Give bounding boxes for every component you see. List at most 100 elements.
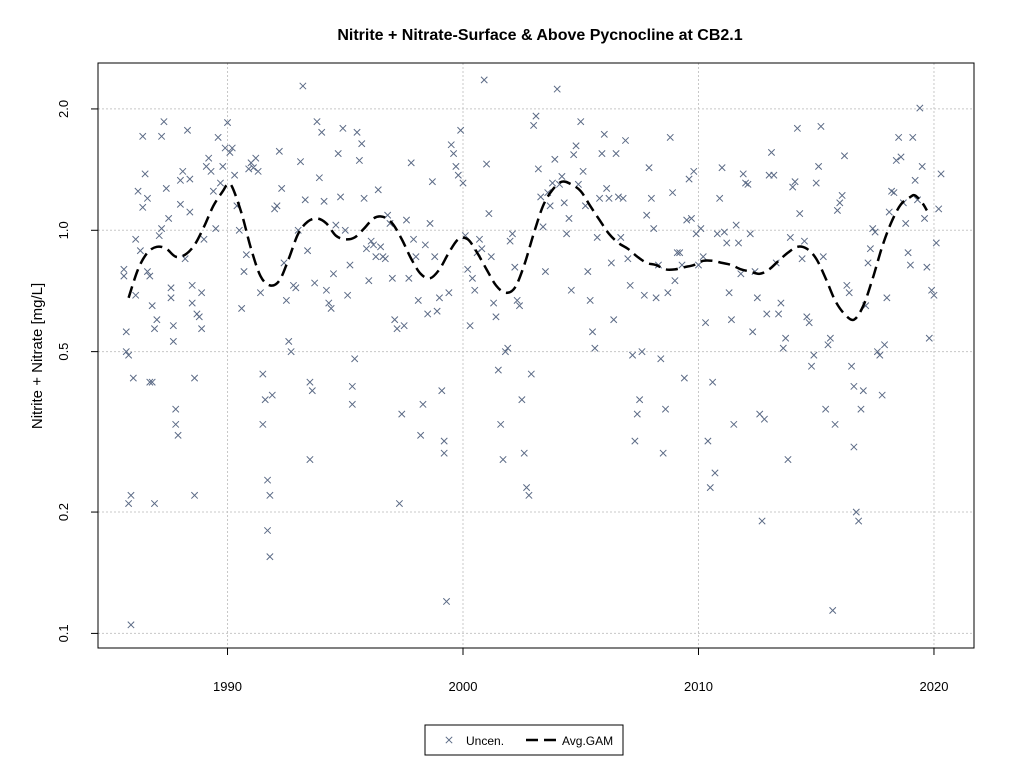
data-point [325, 299, 333, 307]
data-point [440, 437, 448, 445]
data-point [454, 171, 462, 179]
data-point [791, 178, 799, 186]
data-point [614, 193, 622, 201]
data-point [468, 274, 476, 282]
data-point [525, 491, 533, 499]
data-point [162, 184, 170, 192]
data-point [181, 255, 189, 263]
data-point [652, 294, 660, 302]
data-point [226, 148, 234, 156]
data-point [490, 299, 498, 307]
data-point [850, 443, 858, 451]
data-point [513, 296, 521, 304]
data-point [666, 133, 674, 141]
y-tick-label: 1.0 [56, 221, 71, 239]
data-point [273, 202, 281, 210]
data-point [320, 197, 328, 205]
data-point [596, 194, 604, 202]
data-point [574, 180, 582, 188]
data-point [530, 121, 538, 129]
data-point [165, 214, 173, 222]
data-point [464, 265, 472, 273]
data-point [633, 410, 641, 418]
data-point [678, 261, 686, 269]
data-point [847, 362, 856, 370]
data-point [873, 348, 882, 356]
data-point [198, 289, 206, 297]
data-point [452, 162, 460, 170]
data-point [367, 237, 375, 245]
data-point [223, 119, 232, 127]
data-point [588, 328, 597, 336]
data-point [377, 243, 385, 251]
data-point [869, 224, 877, 233]
data-point [212, 224, 220, 233]
data-point [285, 337, 293, 345]
data-point [744, 180, 752, 188]
data-point [817, 122, 825, 130]
data-point [205, 154, 213, 162]
data-point [313, 118, 321, 126]
data-point [541, 267, 549, 276]
data-point [742, 179, 750, 187]
data-point [565, 214, 573, 222]
data-point [833, 206, 841, 214]
data-point [636, 396, 644, 404]
data-point [388, 274, 396, 282]
data-point [409, 235, 418, 243]
data-point [577, 118, 585, 126]
data-point [169, 322, 177, 330]
data-point [553, 85, 561, 93]
data-point [332, 221, 340, 229]
data-point [725, 289, 733, 297]
data-point [150, 325, 159, 333]
data-point [746, 230, 754, 238]
data-point [716, 194, 724, 202]
data-point [141, 170, 149, 178]
data-point [254, 167, 262, 175]
data-point [327, 304, 335, 312]
data-point [176, 176, 184, 184]
data-point [475, 235, 484, 243]
data-point [532, 112, 540, 120]
data-point [930, 291, 938, 299]
data-point [256, 289, 265, 297]
data-point [466, 322, 474, 330]
data-point [296, 158, 305, 166]
data-point [497, 420, 505, 428]
data-point [369, 241, 378, 249]
data-point [711, 469, 719, 477]
data-point [275, 147, 283, 155]
data-point [351, 355, 359, 363]
data-point [774, 310, 783, 318]
data-point [650, 224, 658, 233]
data-point [591, 344, 599, 352]
data-point [120, 272, 128, 280]
data-point [619, 194, 627, 202]
data-point [480, 76, 488, 84]
data-point [840, 152, 849, 160]
data-point [643, 211, 651, 219]
data-point [777, 299, 785, 307]
data-point [311, 279, 319, 287]
data-point [450, 150, 458, 158]
data-point [852, 508, 860, 516]
data-point [789, 183, 797, 191]
data-point [718, 164, 726, 172]
data-point [767, 148, 776, 156]
data-point [263, 526, 272, 535]
x-axis: 1990 2000 2010 2020 [213, 647, 948, 694]
data-point [132, 235, 140, 243]
data-point [779, 344, 787, 352]
data-point [760, 415, 768, 423]
data-point [362, 245, 371, 253]
data-point [167, 294, 175, 302]
data-point [902, 219, 910, 227]
data-point [266, 491, 274, 499]
data-point [334, 150, 342, 158]
data-point [897, 153, 905, 161]
data-point [195, 313, 203, 321]
data-point [866, 245, 874, 253]
data-point [245, 165, 253, 173]
